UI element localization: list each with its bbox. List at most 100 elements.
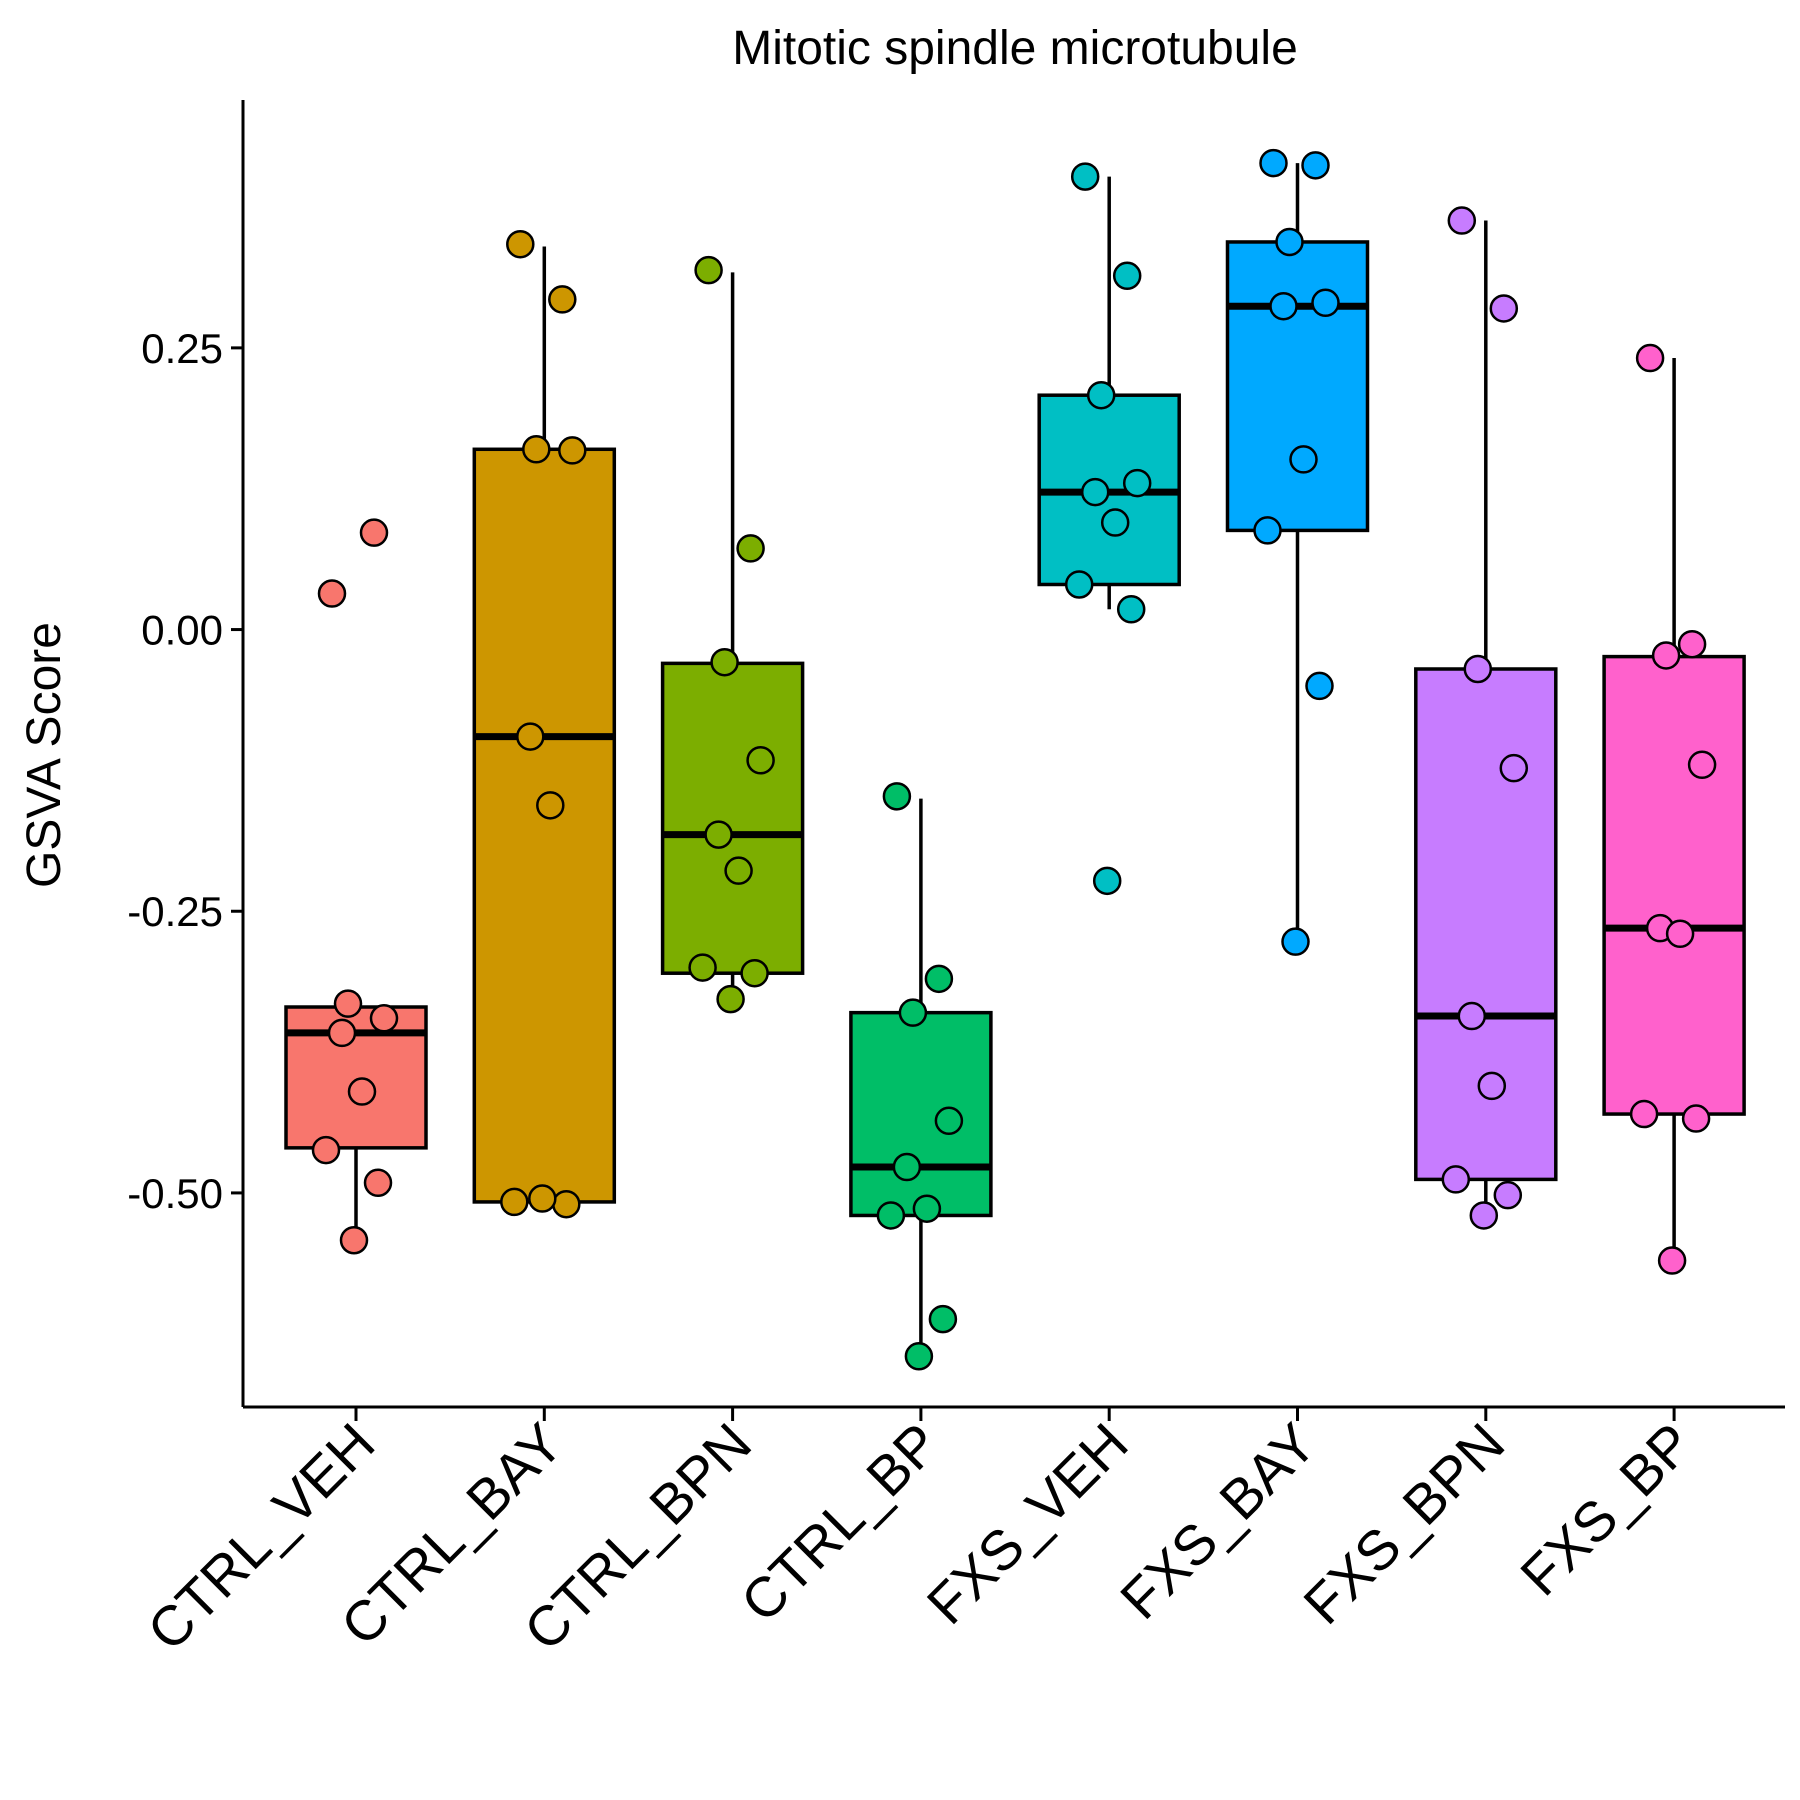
data-point	[876, 1201, 906, 1230]
data-point	[1259, 148, 1288, 178]
data-point	[1092, 866, 1122, 896]
data-point	[558, 436, 587, 465]
data-point	[924, 964, 954, 994]
data-point	[1665, 919, 1695, 949]
data-point	[327, 1018, 357, 1048]
box	[472, 447, 617, 1204]
data-point	[898, 998, 928, 1027]
x-tick-label: FXS_BP	[1508, 1411, 1704, 1607]
data-point	[522, 435, 551, 464]
data-point	[736, 534, 765, 563]
data-point	[724, 856, 753, 885]
data-point	[363, 1168, 393, 1198]
data-point	[1493, 1180, 1523, 1210]
data-point	[1122, 468, 1152, 498]
data-point	[1457, 1001, 1487, 1031]
data-point	[912, 1194, 942, 1223]
data-point	[1253, 516, 1282, 545]
x-axis: CTRL_VEHCTRL_BAYCTRL_BPNCTRL_BPFXS_VEHFX…	[135, 1405, 1785, 1662]
data-point	[740, 958, 769, 988]
data-point	[882, 782, 912, 811]
box-group-fxs-bp	[1602, 343, 1746, 1275]
box	[1602, 654, 1746, 1116]
data-point	[934, 1106, 964, 1136]
data-point	[1070, 162, 1100, 191]
data-point	[1289, 445, 1318, 474]
data-point	[1080, 477, 1110, 507]
box-group-ctrl-bay	[472, 229, 617, 1219]
data-point	[1635, 343, 1665, 373]
y-tick-label: 0.00	[141, 607, 223, 654]
data-point	[552, 1189, 581, 1219]
data-point	[1269, 291, 1298, 321]
data-point	[1100, 508, 1130, 537]
data-point	[928, 1304, 958, 1334]
data-point	[1687, 750, 1717, 780]
data-point	[694, 255, 723, 285]
data-point	[1305, 671, 1334, 701]
data-point	[369, 1004, 399, 1033]
data-point	[311, 1135, 341, 1165]
data-point	[1447, 206, 1477, 235]
box-group-ctrl-bp	[849, 782, 993, 1371]
data-point	[1677, 629, 1707, 659]
data-point	[1275, 227, 1304, 257]
box-group-ctrl-veh	[284, 518, 428, 1255]
data-point	[1112, 261, 1142, 291]
box	[660, 661, 805, 975]
data-point	[339, 1225, 369, 1255]
box	[1225, 240, 1370, 533]
box-group-fxs-bpn	[1414, 206, 1558, 1230]
data-point	[1086, 380, 1116, 410]
box	[849, 1010, 993, 1218]
box-group-fxs-bay	[1225, 148, 1370, 956]
y-axis-title: GSVA Score	[18, 622, 71, 888]
data-point	[1629, 1099, 1659, 1129]
y-tick-label: -0.50	[127, 1170, 223, 1217]
data-point	[716, 984, 745, 1014]
y-tick-label: -0.25	[127, 888, 223, 935]
data-point	[1469, 1201, 1499, 1230]
chart-title: Mitotic spindle microtubule	[732, 22, 1298, 75]
data-point	[1064, 570, 1094, 599]
data-point	[500, 1187, 529, 1217]
data-point	[528, 1184, 557, 1213]
y-axis: 0.25 0.00 -0.25 -0.50	[127, 100, 245, 1407]
x-tick-label: FXS_BPN	[1291, 1411, 1516, 1636]
data-point	[536, 791, 565, 820]
data-point	[1477, 1071, 1507, 1101]
data-point	[1499, 753, 1529, 783]
data-point	[688, 953, 717, 982]
data-point	[317, 579, 347, 608]
data-point	[746, 746, 775, 775]
x-tick-label: FXS_VEH	[915, 1411, 1140, 1636]
data-point	[892, 1152, 922, 1182]
data-point	[1463, 654, 1493, 684]
x-tick-label: FXS_BAY	[1108, 1411, 1328, 1631]
data-point	[1301, 151, 1330, 180]
data-point	[516, 722, 545, 751]
box	[1414, 667, 1558, 1182]
data-point	[704, 820, 733, 849]
data-point	[347, 1077, 377, 1106]
y-tick-label: 0.25	[141, 325, 223, 372]
data-point	[1651, 641, 1681, 670]
data-point	[1311, 288, 1340, 318]
plot-area	[284, 148, 1746, 1371]
data-point	[710, 647, 739, 677]
data-point	[904, 1342, 934, 1371]
data-point	[1657, 1246, 1687, 1275]
box-group-fxs-veh	[1037, 162, 1181, 896]
data-point	[548, 285, 577, 314]
x-tick-label: CTRL_BP	[729, 1411, 952, 1634]
data-point	[1489, 294, 1519, 323]
data-point	[1681, 1104, 1711, 1133]
box	[284, 1005, 428, 1150]
box-group-ctrl-bpn	[660, 255, 805, 1014]
data-point	[1441, 1165, 1471, 1194]
data-point	[1116, 595, 1146, 624]
data-point	[1281, 927, 1310, 956]
data-point	[359, 518, 389, 547]
data-point	[333, 989, 363, 1018]
